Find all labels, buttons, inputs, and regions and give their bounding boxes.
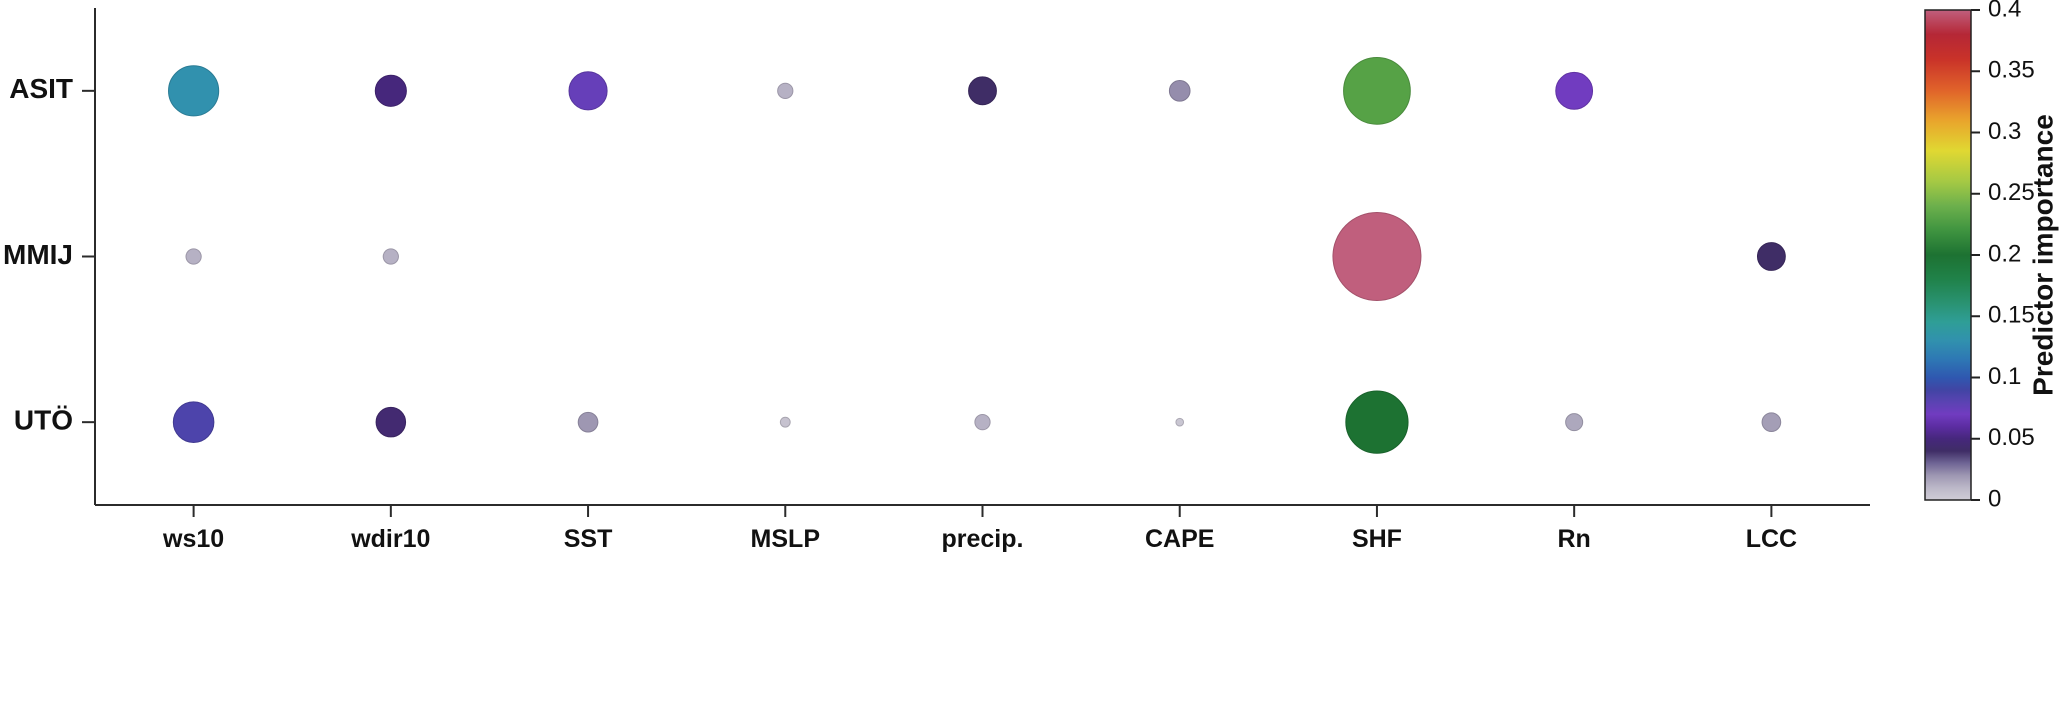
- bubble-ASIT-MSLP: [777, 82, 794, 99]
- bubble-MMIJ-SHF: [1332, 212, 1422, 301]
- colorbar-tick-label: 0.4: [1988, 0, 2021, 22]
- x-tick-label: CAPE: [1145, 525, 1214, 553]
- colorbar-tick-label: 0.25: [1988, 179, 2035, 206]
- bubble-ASIT-Rn: [1555, 71, 1594, 110]
- x-tick-label: wdir10: [350, 525, 430, 553]
- bubble-UTÖ-SHF: [1345, 390, 1409, 454]
- x-tick-label: MSLP: [751, 525, 820, 553]
- bubble-UTÖ-SST: [577, 411, 599, 433]
- y-tick-label: ASIT: [9, 73, 73, 104]
- bubble-UTÖ-Rn: [1565, 413, 1584, 432]
- bubble-UTÖ-wdir10: [375, 406, 407, 438]
- bubble-ASIT-ws10: [168, 65, 220, 117]
- axes: ASIT MMIJ UTÖ ws10 wdir10 SST MSLP precip. CAPE S…: [3, 8, 1870, 553]
- colorbar-tick-label: 0.1: [1988, 363, 2021, 390]
- bubble-MMIJ-wdir10: [382, 248, 399, 265]
- bubble-ASIT-SHF: [1343, 56, 1411, 125]
- colorbar: 0 0.05 0.1 0.15 0.2 0.25 0.3 0.35 0.4 Predictor i…: [1924, 0, 2058, 512]
- x-tick-label: precip.: [942, 525, 1024, 553]
- colorbar-bar: [1924, 9, 1972, 501]
- bubble-UTÖ-ws10: [172, 401, 215, 443]
- bubble-MMIJ-ws10: [185, 248, 202, 265]
- x-tick-label: LCC: [1746, 525, 1797, 553]
- x-tick-label: SHF: [1352, 525, 1402, 553]
- x-tick-label: Rn: [1558, 525, 1591, 553]
- bubble-ASIT-SST: [568, 71, 608, 111]
- bubble-ASIT-CAPE: [1168, 80, 1191, 102]
- bubble-ASIT-wdir10: [374, 74, 407, 107]
- y-tick-label: MMIJ: [3, 239, 73, 270]
- colorbar-tick-label: 0.2: [1988, 240, 2021, 267]
- colorbar-tick-label: 0.35: [1988, 57, 2035, 84]
- bubble-ASIT-precip.: [968, 76, 997, 106]
- x-tick-label: ws10: [162, 525, 224, 553]
- bubble-UTÖ-LCC: [1761, 412, 1782, 433]
- colorbar-tick-label: 0: [1988, 485, 2001, 512]
- colorbar-tick-label: 0.15: [1988, 302, 2035, 329]
- bubble-UTÖ-CAPE: [1175, 417, 1185, 427]
- bubble-layer: [168, 56, 1786, 454]
- colorbar-tick-label: 0.05: [1988, 424, 2035, 451]
- x-tick-label: SST: [564, 525, 613, 553]
- bubble-MMIJ-LCC: [1756, 242, 1786, 271]
- bubble-UTÖ-precip.: [974, 414, 991, 431]
- colorbar-label: Predictor importance: [2027, 114, 2058, 396]
- y-tick-label: UTÖ: [14, 405, 73, 436]
- bubble-UTÖ-MSLP: [779, 416, 791, 428]
- colorbar-tick-label: 0.3: [1988, 118, 2021, 145]
